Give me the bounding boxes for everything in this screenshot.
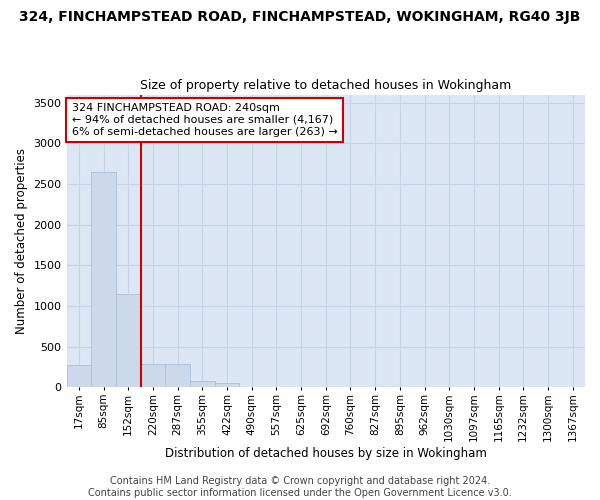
Bar xyxy=(67,365,91,387)
Bar xyxy=(91,172,116,387)
Bar xyxy=(165,364,190,387)
Y-axis label: Number of detached properties: Number of detached properties xyxy=(15,148,28,334)
Text: Contains HM Land Registry data © Crown copyright and database right 2024.
Contai: Contains HM Land Registry data © Crown c… xyxy=(88,476,512,498)
X-axis label: Distribution of detached houses by size in Wokingham: Distribution of detached houses by size … xyxy=(165,447,487,460)
Bar xyxy=(140,364,165,387)
Text: 324, FINCHAMPSTEAD ROAD, FINCHAMPSTEAD, WOKINGHAM, RG40 3JB: 324, FINCHAMPSTEAD ROAD, FINCHAMPSTEAD, … xyxy=(19,10,581,24)
Bar xyxy=(190,380,215,387)
Title: Size of property relative to detached houses in Wokingham: Size of property relative to detached ho… xyxy=(140,79,511,92)
Bar xyxy=(116,294,140,387)
Bar xyxy=(215,383,239,387)
Text: 324 FINCHAMPSTEAD ROAD: 240sqm
← 94% of detached houses are smaller (4,167)
6% o: 324 FINCHAMPSTEAD ROAD: 240sqm ← 94% of … xyxy=(72,104,337,136)
